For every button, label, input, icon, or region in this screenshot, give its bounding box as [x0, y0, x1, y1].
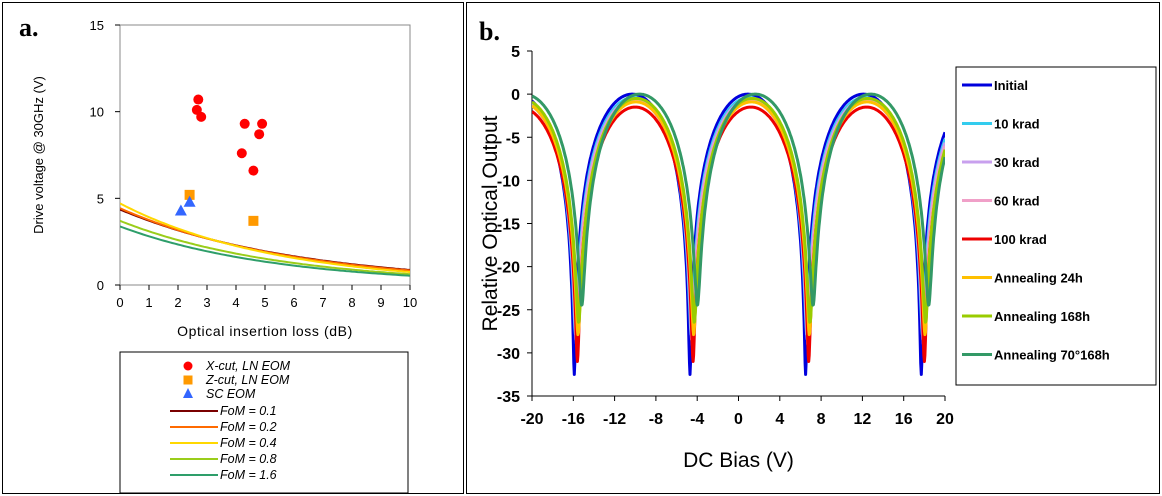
- x-tick-label-b: 4: [775, 411, 784, 428]
- x-cut-point: [257, 118, 268, 129]
- x-tick-label-b: -20: [520, 411, 543, 428]
- y-tick-label-b: -25: [497, 303, 520, 320]
- y-axis-label-b: Relative Optical Output: [479, 115, 502, 331]
- x-cut-point: [236, 148, 247, 159]
- x-tick-label-b: -4: [690, 411, 704, 428]
- legend-a: [119, 351, 409, 494]
- fom-curve-line: [120, 202, 410, 274]
- legend-b: [955, 66, 1157, 386]
- legend-label: 30 krad: [994, 155, 1040, 170]
- y-tick-label-b: -35: [497, 389, 520, 406]
- y-tick-label-a: 10: [90, 105, 104, 120]
- x-tick-label-a: 2: [174, 295, 181, 310]
- x-tick-label-a: 4: [232, 295, 239, 310]
- fom-curves: [120, 202, 410, 277]
- bias-series-line: [532, 92, 945, 376]
- legend-marker: [183, 388, 193, 398]
- x-tick-label-a: 1: [145, 295, 152, 310]
- x-tick-label-b: 20: [936, 411, 954, 428]
- x-axis-label-a: Optical insertion loss (dB): [177, 323, 353, 339]
- chart-b: 50-5-10-15-20-25-30-35-20 -16 -12 -8 -4 0 4 8 12…: [479, 44, 1157, 472]
- x-tick-label-b: 12: [854, 411, 872, 428]
- z-cut-point: [248, 215, 259, 226]
- x-axis-label-b: DC Bias (V): [683, 449, 794, 472]
- x-cut-point: [248, 165, 259, 176]
- x-tick-label-b: -8: [649, 411, 663, 428]
- bias-curves: [532, 92, 945, 376]
- y-tick-label-b: -20: [497, 260, 520, 277]
- legend-label: Annealing 168h: [994, 309, 1090, 324]
- legend-label: FoM = 1.6: [220, 468, 277, 482]
- x-tick-label-a: 10: [403, 295, 417, 310]
- x-tick-label-a: 5: [261, 295, 268, 310]
- y-axis-label-a: Drive voltage @ 30GHz (V): [31, 76, 46, 234]
- x-tick-label-b: 16: [895, 411, 913, 428]
- legend-label: Initial: [994, 78, 1028, 93]
- legend-label: FoM = 0.2: [220, 420, 277, 434]
- panel-a: a. 0 1 2 3 4 5 6 7 8 9 10 0 5 10 15 Optical insertion l…: [2, 2, 464, 494]
- legend-marker: [183, 361, 193, 371]
- x-cut-point: [239, 118, 250, 129]
- x-cut-point: [193, 94, 204, 105]
- bias-series-line: [532, 100, 945, 337]
- bias-series-line: [532, 96, 945, 336]
- bias-series-line: [532, 92, 945, 307]
- y-tick-label-b: -15: [497, 217, 520, 234]
- plot-area-a: [119, 24, 411, 286]
- legend-label: Annealing 24h: [994, 271, 1083, 286]
- legend-label: FoM = 0.4: [220, 436, 277, 450]
- sc-point: [183, 195, 196, 207]
- y-tick-label-b: 5: [511, 44, 520, 61]
- fom-curve-line: [120, 225, 410, 277]
- legend-label: 10 krad: [994, 117, 1040, 132]
- legend-label: X-cut, LN EOM: [205, 359, 291, 373]
- x-tick-label-b: 0: [734, 411, 743, 428]
- x-tick-label-b: 8: [817, 411, 826, 428]
- legend-label: Z-cut, LN EOM: [205, 373, 290, 387]
- y-tick-label-a: 0: [97, 278, 104, 293]
- y-tick-label-b: -30: [497, 346, 520, 363]
- y-tick-label-b: 0: [511, 87, 520, 104]
- panel-b: b. 5 0 -5 -10 -15 -20 -25 -30 -35 -20 -16 -12 -8 -4 0 4…: [466, 2, 1160, 494]
- panel-b-label: b.: [479, 17, 500, 46]
- legend-label: 60 krad: [994, 194, 1040, 209]
- bias-series-line: [532, 97, 945, 342]
- legend-label: Annealing 70°168h: [994, 348, 1110, 363]
- x-tick-label-a: 6: [290, 295, 297, 310]
- legend-label: FoM = 0.8: [220, 452, 277, 466]
- panel-a-label: a.: [19, 13, 39, 42]
- x-tick-label-b: -16: [562, 411, 585, 428]
- x-tick-label-a: 3: [203, 295, 210, 310]
- y-tick-label-b: -10: [497, 173, 520, 190]
- x-tick-label-a: 0: [116, 295, 123, 310]
- legend-label: SC EOM: [206, 387, 256, 401]
- x-cut-point: [196, 111, 207, 122]
- sc-point: [174, 204, 187, 216]
- x-tick-label-a: 8: [348, 295, 355, 310]
- x-tick-label-b: -12: [603, 411, 626, 428]
- x-tick-label-a: 7: [319, 295, 326, 310]
- legend-label: FoM = 0.1: [220, 404, 277, 418]
- legend-marker: [183, 375, 193, 385]
- y-tick-label-a: 5: [97, 191, 104, 206]
- legend-label: 100 krad: [994, 232, 1047, 247]
- fom-curve-line: [120, 219, 410, 276]
- x-tick-label-a: 9: [377, 295, 384, 310]
- bias-series-line: [532, 96, 945, 324]
- z-cut-point: [184, 189, 195, 200]
- y-tick-label-a: 15: [90, 18, 104, 33]
- bias-series-line: [532, 99, 945, 349]
- x-cut-point: [254, 129, 265, 140]
- chart-a: 0 1 2 3 4 5 6 7 8 9 10 0 5 10 15 Optical insertion loss…: [31, 18, 417, 494]
- y-tick-label-b: -5: [506, 130, 520, 147]
